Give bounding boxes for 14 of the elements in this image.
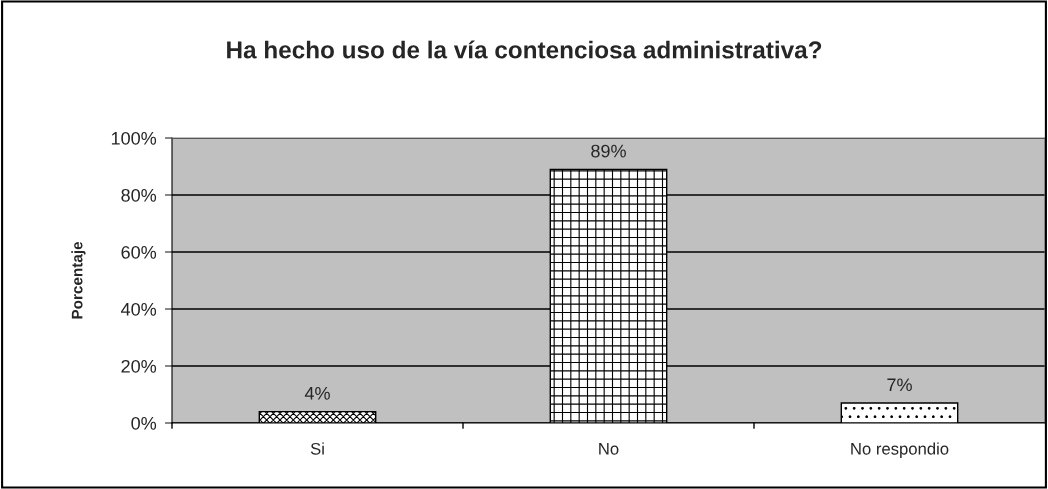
- x-tick-label: Si: [310, 442, 324, 455]
- x-tick-label: No respondio: [851, 442, 949, 458]
- y-tick-label: 20%: [121, 359, 157, 373]
- y-tick-label: 40%: [121, 302, 157, 316]
- data-label: 89%: [591, 144, 626, 158]
- data-label: 7%: [887, 378, 912, 392]
- data-label: 4%: [304, 386, 330, 400]
- y-tick-label: 0%: [131, 416, 157, 430]
- x-tick-label: No: [599, 443, 619, 455]
- y-tick-label: 60%: [121, 245, 157, 259]
- chart-title: Ha hecho uso de la vía contenciosa administrativa?: [227, 40, 822, 59]
- y-axis-title: Porcentaje: [71, 241, 86, 319]
- y-tick-label: 80%: [121, 188, 157, 202]
- y-tick-label: 100%: [111, 131, 157, 145]
